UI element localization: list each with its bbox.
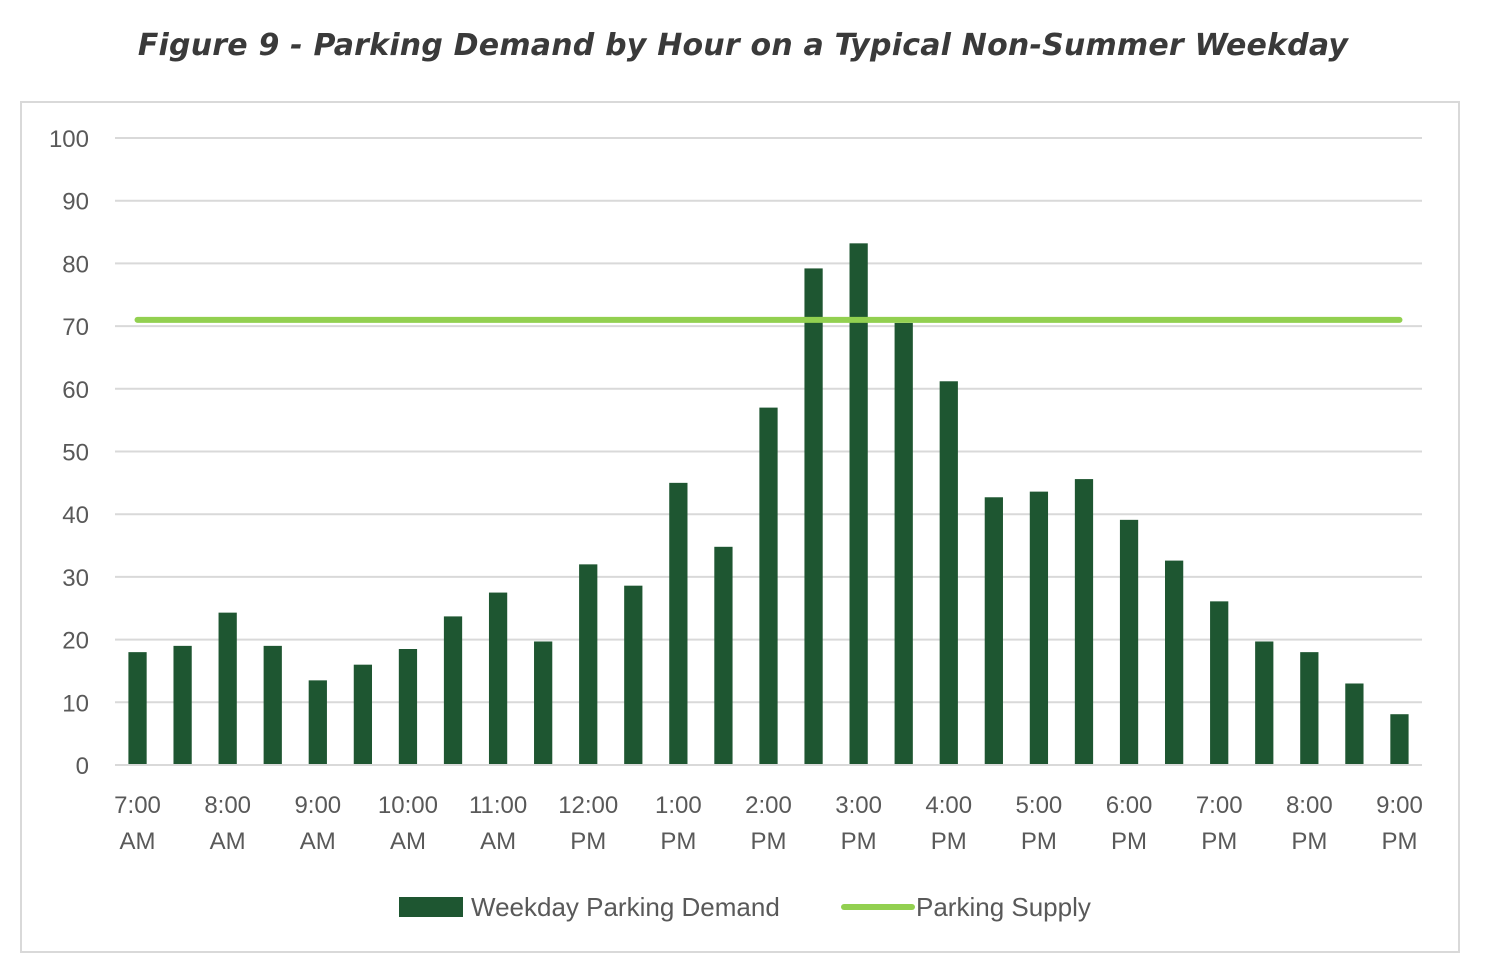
- x-tick-label-period: PM: [751, 828, 787, 855]
- y-axis-ticks: 0 10 20 30 40 50 60 70 80 90 100: [49, 126, 89, 780]
- demand-bar: [849, 243, 868, 765]
- x-tick-label-time: 9:00: [294, 792, 341, 819]
- y-tick-label: 100: [49, 126, 89, 153]
- demand-bar: [218, 612, 237, 765]
- x-axis-ticks: 7:00 AM 8:00 AM 9:00 AM 10:00 AM 11:00 AM 12:00 PM 1…: [114, 792, 1423, 855]
- demand-bar: [669, 482, 688, 765]
- legend-label-supply: Parking Supply: [916, 892, 1091, 922]
- demand-bar: [398, 649, 418, 765]
- demand-bar: [534, 641, 553, 765]
- x-tick-label-period: PM: [1291, 828, 1327, 855]
- x-tick-label-period: AM: [210, 828, 246, 855]
- demand-bar: [1255, 641, 1274, 765]
- x-tick-label-period: AM: [300, 828, 336, 855]
- x-tick-label-time: 9:00: [1376, 792, 1423, 819]
- x-tick-label-time: 7:00: [1196, 792, 1243, 819]
- legend: Weekday Parking Demand Parking Supply: [399, 892, 1091, 922]
- figure-title: Figure 9 - Parking Demand by Hour on a T…: [137, 28, 1349, 63]
- x-tick-label-time: 4:00: [925, 792, 972, 819]
- demand-bar: [984, 497, 1003, 765]
- x-tick-label-period: PM: [1021, 828, 1057, 855]
- demand-bar: [624, 585, 643, 765]
- demand-bar: [1390, 714, 1409, 765]
- demand-bar: [1029, 491, 1049, 765]
- demand-bar: [1164, 560, 1184, 765]
- y-tick-label: 30: [62, 565, 89, 592]
- demand-bar: [488, 592, 508, 765]
- x-tick-label-time: 5:00: [1016, 792, 1063, 819]
- legend-swatch-demand: [399, 897, 463, 917]
- x-tick-label-time: 10:00: [378, 792, 438, 819]
- demand-bar: [1300, 652, 1319, 765]
- demand-bar: [939, 381, 958, 765]
- demand-bar: [1074, 479, 1094, 765]
- demand-bar: [1119, 519, 1139, 765]
- x-tick-label-time: 8:00: [204, 792, 251, 819]
- x-tick-label-time: 7:00: [114, 792, 161, 819]
- y-tick-label: 60: [62, 377, 89, 404]
- demand-bar: [443, 616, 463, 765]
- legend-label-demand: Weekday Parking Demand: [471, 892, 780, 922]
- demand-bar: [1210, 601, 1229, 765]
- y-tick-label: 80: [62, 251, 89, 278]
- y-tick-label: 0: [76, 753, 89, 780]
- demand-bar: [173, 645, 192, 765]
- demand-bars: [128, 243, 1409, 765]
- parking-demand-chart: 0 10 20 30 40 50 60 70 80 90 100 7:00 AM 8:00 AM 9:00 A…: [49, 126, 1423, 922]
- x-tick-label-time: 8:00: [1286, 792, 1333, 819]
- x-tick-label-time: 2:00: [745, 792, 792, 819]
- demand-bar: [759, 407, 778, 765]
- x-tick-label-period: AM: [120, 828, 156, 855]
- y-tick-label: 50: [62, 440, 89, 467]
- demand-bar: [804, 268, 823, 765]
- x-tick-label-time: 11:00: [469, 792, 527, 819]
- chart-frame: 0 10 20 30 40 50 60 70 80 90 100 7:00 AM 8:00 AM 9:00 A…: [20, 101, 1460, 953]
- demand-bar: [894, 322, 913, 765]
- demand-bar: [263, 645, 282, 765]
- x-tick-label-time: 6:00: [1106, 792, 1153, 819]
- y-tick-label: 70: [62, 314, 89, 341]
- x-tick-label-period: PM: [1201, 828, 1237, 855]
- x-tick-label-period: PM: [1111, 828, 1147, 855]
- demand-bar: [714, 546, 733, 765]
- x-tick-label-period: PM: [931, 828, 967, 855]
- demand-bar: [579, 564, 598, 765]
- x-tick-label-period: AM: [390, 828, 426, 855]
- y-tick-label: 90: [62, 189, 89, 216]
- x-tick-label-time: 1:00: [655, 792, 702, 819]
- x-tick-label-period: PM: [570, 828, 606, 855]
- y-tick-label: 10: [62, 690, 89, 717]
- x-tick-label-period: PM: [841, 828, 877, 855]
- x-tick-label-period: PM: [1381, 828, 1417, 855]
- x-tick-label-time: 3:00: [835, 792, 882, 819]
- x-tick-label-time: 12:00: [558, 792, 618, 819]
- y-tick-label: 20: [62, 628, 89, 655]
- x-tick-label-period: PM: [660, 828, 696, 855]
- demand-bar: [353, 664, 373, 765]
- demand-bar: [308, 680, 327, 765]
- x-tick-label-period: AM: [480, 828, 516, 855]
- y-tick-label: 40: [62, 502, 89, 529]
- demand-bar: [1345, 683, 1364, 765]
- demand-bar: [128, 652, 147, 765]
